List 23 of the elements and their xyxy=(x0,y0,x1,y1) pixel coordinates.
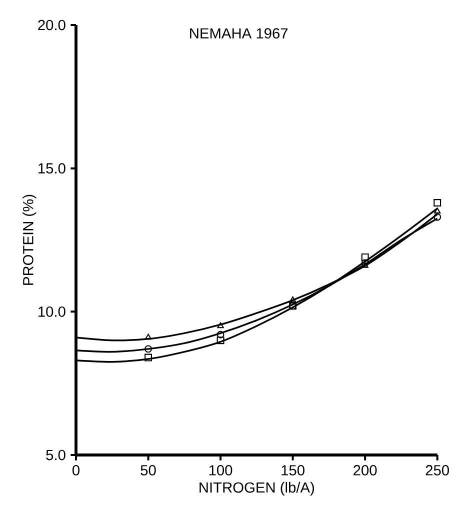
y-tick-label: 15.0 xyxy=(38,163,66,174)
point xyxy=(216,336,224,344)
point xyxy=(144,334,152,340)
point xyxy=(361,253,369,261)
point xyxy=(216,330,224,338)
x-axis-title: NITROGEN (lb/A) xyxy=(199,482,314,496)
x-tick-label: 0 xyxy=(72,465,80,476)
y-tick-label: 10.0 xyxy=(38,306,66,317)
y-tick-label: 5.0 xyxy=(46,450,66,460)
chart-title: NEMAHA 1967 xyxy=(190,28,288,39)
point xyxy=(144,354,152,362)
x-tick-label: 50 xyxy=(140,465,156,476)
x-tick-label: 250 xyxy=(426,465,449,476)
point xyxy=(289,296,296,302)
point xyxy=(217,322,224,328)
point xyxy=(433,213,441,221)
x-tick-label: 150 xyxy=(282,465,304,476)
x-tick-label: 200 xyxy=(353,465,377,476)
y-tick-label: 20.0 xyxy=(38,20,66,30)
y-axis-title: PROTEIN (%) xyxy=(22,194,36,285)
point xyxy=(144,345,152,353)
x-tick-label: 100 xyxy=(209,465,232,476)
point xyxy=(433,199,441,206)
